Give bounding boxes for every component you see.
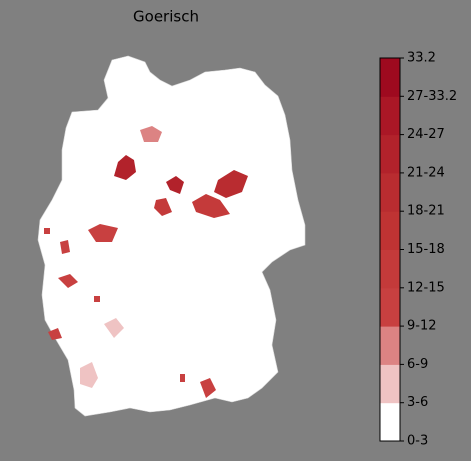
colorbar-segment bbox=[380, 249, 400, 289]
colorbar-segment bbox=[380, 326, 400, 365]
district bbox=[104, 318, 124, 338]
highlighted-districts bbox=[44, 126, 248, 398]
district bbox=[48, 328, 62, 340]
colorbar-segment bbox=[380, 172, 400, 212]
district bbox=[58, 274, 78, 288]
colorbar-label: 12-15 bbox=[407, 280, 445, 295]
colorbar-segment bbox=[380, 211, 400, 250]
map-title: Goerisch bbox=[133, 8, 199, 26]
colorbar-label: 15-18 bbox=[407, 242, 445, 257]
district bbox=[200, 378, 216, 398]
colorbar-segment bbox=[380, 58, 400, 97]
district bbox=[94, 296, 100, 302]
colorbar-segment bbox=[380, 287, 400, 327]
district bbox=[44, 228, 50, 234]
colorbar-label: 24-27 bbox=[407, 127, 445, 142]
colorbar-segment bbox=[380, 96, 400, 136]
colorbar-label: 18-21 bbox=[407, 204, 445, 219]
district bbox=[180, 374, 185, 382]
colorbar-segment bbox=[380, 402, 400, 442]
country-outline bbox=[37, 55, 306, 417]
district bbox=[88, 224, 118, 242]
district bbox=[80, 362, 98, 388]
colorbar-label: 21-24 bbox=[407, 165, 445, 180]
colorbar-segment bbox=[380, 364, 400, 404]
colorbar-segment bbox=[380, 134, 400, 174]
colorbar-label: 6-9 bbox=[407, 357, 428, 372]
colorbar-label: 0-3 bbox=[407, 434, 428, 449]
colorbar-label: 27-33.2 bbox=[407, 89, 457, 104]
colorbar-label: 33.2 bbox=[407, 51, 436, 66]
district bbox=[214, 170, 248, 198]
colorbar-label: 9-12 bbox=[407, 319, 437, 334]
district bbox=[192, 194, 230, 218]
colorbar: 0-3 3-6 6-9 9-12 12-15 15-18 18-21 21-24 24-27 27… bbox=[379, 51, 457, 449]
district bbox=[154, 198, 172, 216]
district bbox=[114, 155, 136, 180]
district bbox=[166, 176, 184, 194]
district bbox=[60, 240, 70, 254]
district bbox=[140, 126, 162, 142]
colorbar-label: 3-6 bbox=[407, 395, 428, 410]
